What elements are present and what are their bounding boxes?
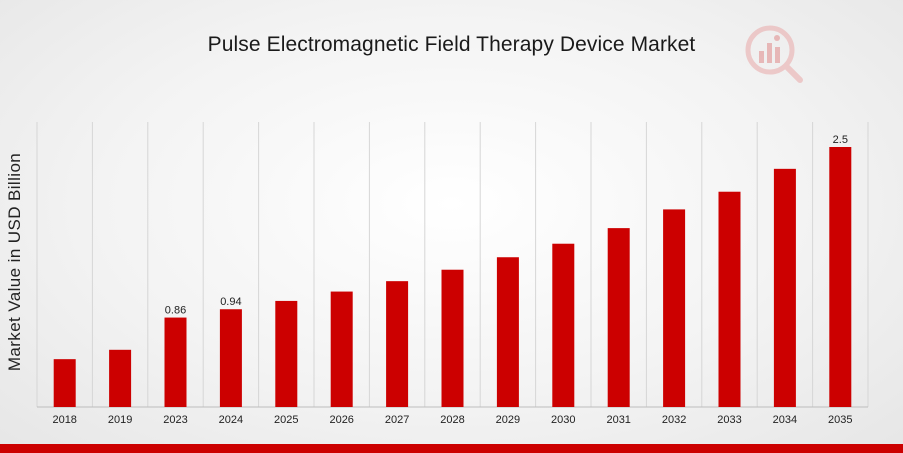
data-label: 2.5 <box>833 134 848 146</box>
data-label: 0.86 <box>165 305 186 317</box>
bar-2023 <box>164 317 187 407</box>
x-tick-label: 2030 <box>551 414 575 426</box>
chart-title: Pulse Electromagnetic Field Therapy Devi… <box>207 33 696 56</box>
bar-2033 <box>718 191 741 407</box>
bar-2032 <box>663 209 686 407</box>
data-label: 0.94 <box>220 296 241 308</box>
x-tick-label: 2019 <box>108 414 132 426</box>
bar-2019 <box>109 349 132 407</box>
bottom-accent-bar <box>0 444 903 453</box>
x-tick-label: 2029 <box>496 414 520 426</box>
bar-2035 <box>829 147 852 407</box>
x-tick-label: 2035 <box>828 414 852 426</box>
x-tick-label: 2023 <box>163 414 187 426</box>
x-tick-label: 2031 <box>606 414 630 426</box>
bar-2031 <box>607 228 630 407</box>
x-tick-label: 2028 <box>440 414 464 426</box>
x-tick-label: 2025 <box>274 414 298 426</box>
bar-2026 <box>330 291 353 407</box>
bar-2030 <box>552 243 575 407</box>
x-tick-label: 2024 <box>219 414 243 426</box>
bar-2018 <box>53 359 76 407</box>
bar-2025 <box>275 300 298 407</box>
bar-2034 <box>773 168 796 407</box>
x-tick-label: 2033 <box>717 414 741 426</box>
bar-2027 <box>386 281 409 407</box>
market-research-logo-icon <box>745 25 803 83</box>
x-tick-label: 2026 <box>329 414 353 426</box>
bar-2024 <box>219 309 242 407</box>
x-tick-label: 2027 <box>385 414 409 426</box>
x-tick-label: 2018 <box>52 414 76 426</box>
bar-2029 <box>496 257 519 407</box>
bar-2028 <box>441 269 464 407</box>
x-tick-label: 2032 <box>662 414 686 426</box>
x-tick-label: 2034 <box>773 414 797 426</box>
